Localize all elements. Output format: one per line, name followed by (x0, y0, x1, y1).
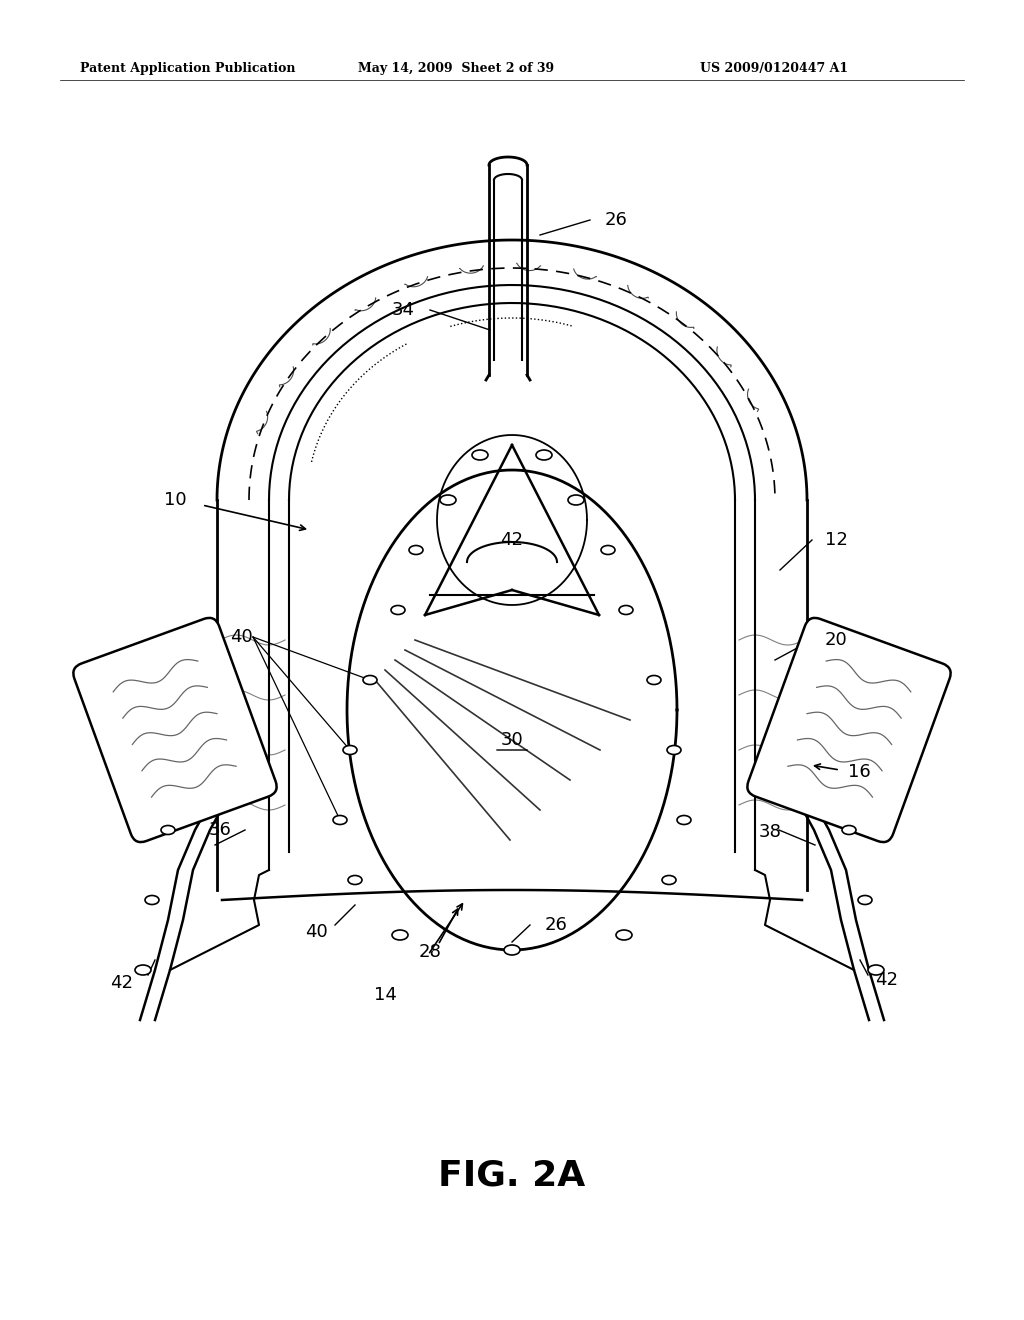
Ellipse shape (362, 676, 377, 685)
Text: 38: 38 (759, 822, 782, 841)
Ellipse shape (391, 606, 406, 615)
Ellipse shape (135, 965, 151, 975)
Ellipse shape (568, 495, 584, 506)
Ellipse shape (333, 816, 347, 825)
Ellipse shape (858, 895, 872, 904)
Ellipse shape (440, 495, 456, 506)
Ellipse shape (145, 895, 159, 904)
Ellipse shape (616, 931, 632, 940)
Ellipse shape (472, 450, 488, 459)
Text: Patent Application Publication: Patent Application Publication (80, 62, 296, 75)
Text: 30: 30 (501, 731, 523, 748)
Text: 26: 26 (545, 916, 568, 935)
Text: 10: 10 (164, 491, 186, 510)
Ellipse shape (842, 825, 856, 834)
Ellipse shape (161, 825, 175, 834)
FancyBboxPatch shape (748, 618, 950, 842)
Text: 20: 20 (825, 631, 848, 649)
Text: 16: 16 (848, 763, 870, 781)
FancyBboxPatch shape (74, 618, 276, 842)
Ellipse shape (677, 816, 691, 825)
Text: 28: 28 (419, 942, 441, 961)
Text: 36: 36 (209, 821, 232, 840)
Text: 42: 42 (874, 972, 898, 989)
Text: 12: 12 (825, 531, 848, 549)
Ellipse shape (343, 746, 357, 755)
Text: FIG. 2A: FIG. 2A (438, 1158, 586, 1192)
Ellipse shape (504, 945, 520, 954)
Text: 14: 14 (374, 986, 396, 1005)
Ellipse shape (647, 676, 662, 685)
Text: 26: 26 (605, 211, 628, 228)
Text: 40: 40 (230, 628, 253, 645)
Ellipse shape (601, 545, 615, 554)
Ellipse shape (662, 875, 676, 884)
Text: 40: 40 (305, 923, 328, 941)
Ellipse shape (392, 931, 408, 940)
Text: 34: 34 (392, 301, 415, 319)
Ellipse shape (536, 450, 552, 459)
Ellipse shape (618, 606, 633, 615)
Text: US 2009/0120447 A1: US 2009/0120447 A1 (700, 62, 848, 75)
Text: 42: 42 (501, 531, 523, 549)
Ellipse shape (409, 545, 423, 554)
Text: 42: 42 (110, 974, 133, 993)
Ellipse shape (667, 746, 681, 755)
Ellipse shape (348, 875, 362, 884)
Text: May 14, 2009  Sheet 2 of 39: May 14, 2009 Sheet 2 of 39 (358, 62, 554, 75)
Ellipse shape (868, 965, 884, 975)
